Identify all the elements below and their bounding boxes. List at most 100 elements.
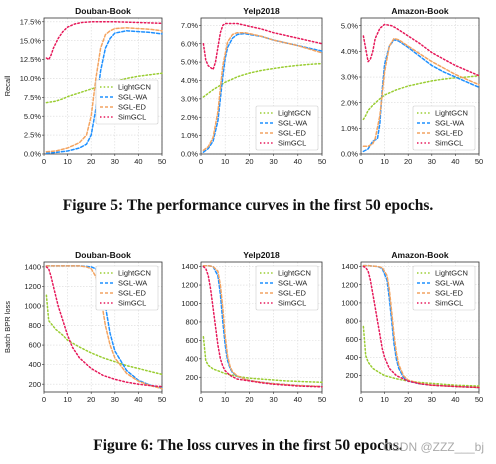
series-line-lightgcn [362,325,480,387]
legend-label-simgcl: SimGCL [118,299,146,308]
plot-frame [43,17,163,155]
y-tick-label: 1000 [181,299,198,308]
x-tick-label: 10 [221,395,229,404]
y-tick-label: 7.0% [181,21,198,30]
y-tick-label: 200 [28,380,41,389]
legend-label-sgl-wa: SGL-WA [278,279,307,288]
series-line-sgl-wa [202,264,323,388]
x-tick-label: 10 [380,157,388,166]
legend-label-lightgcn: LightGCN [118,83,151,92]
legend-box [255,265,319,311]
y-tick-label: 1000 [341,299,358,308]
legend-label-simgcl: SimGCL [118,113,146,122]
y-tick-label: 10.0% [20,74,42,83]
chart-title: Amazon-Book [391,6,448,16]
y-tick-label: 200 [345,371,358,380]
x-tick-label: 20 [404,395,412,404]
legend-label-sgl-wa: SGL-WA [118,279,147,288]
x-tick-label: 0 [42,157,46,166]
chart-panel-2: 0 10 20 30 40 50 0.0% 1.0% 2.0% 3.0% 4.0% 5.0% 6.0% 7… [181,6,326,166]
legend-label-simgcl: SimGCL [278,139,306,148]
y-tick-label: 0.0% [181,150,198,159]
chart-panel-1: 0 10 20 30 40 50 0.0% 2.5% 5.0% 7.5% 10.0% 12.5% 15.… [3,6,166,166]
watermark: CSDN @ZZZ___bj [383,440,484,454]
x-tick-label: 30 [428,395,436,404]
y-tick-label: 400 [345,353,358,362]
x-tick-label: 50 [158,157,166,166]
y-tick-label: 1200 [24,282,41,291]
plot-frame [43,261,163,393]
x-tick-label: 30 [269,395,277,404]
series-line-simgcl [362,23,480,77]
legend-label-sgl-wa: SGL-WA [278,119,307,128]
x-tick-label: 50 [475,157,483,166]
x-tick-label: 10 [221,157,229,166]
x-tick-label: 30 [111,157,119,166]
x-tick-label: 0 [359,395,363,404]
chart-panel-6: 0 10 20 30 40 50 200 400 600 800 1000 1200 1400 Amazo… [341,250,483,404]
series-line-sgl-ed [202,264,323,388]
legend-label-sgl-ed: SGL-ED [435,129,464,138]
series-line-simgcl [45,21,163,61]
y-tick-label: 400 [28,360,41,369]
y-tick-label: 12.5% [20,55,42,64]
y-tick-label: 600 [28,341,41,350]
x-tick-label: 10 [63,157,71,166]
legend-label-sgl-ed: SGL-ED [278,289,307,298]
legend-label-sgl-wa: SGL-WA [435,279,464,288]
y-tick-label: 1400 [181,262,198,271]
series-line-lightgcn [45,294,163,376]
series-line-simgcl [45,266,163,388]
legend-label-simgcl: SimGCL [435,299,463,308]
y-tick-label: 1400 [24,262,41,271]
chart-title: Yelp2018 [243,250,280,260]
y-tick-label: 1200 [341,280,358,289]
y-tick-label: 3.0% [181,94,198,103]
series-line-simgcl [362,265,480,389]
legend-label-lightgcn: LightGCN [278,109,311,118]
series-line-lightgcn [45,72,163,104]
y-tick-label: 1.0% [181,131,198,140]
legend-label-lightgcn: LightGCN [435,269,468,278]
x-tick-label: 40 [294,395,302,404]
y-tick-label: 1000 [24,302,41,311]
x-tick-label: 40 [451,395,459,404]
x-tick-label: 10 [380,395,388,404]
y-tick-label: 0.0% [24,150,41,159]
x-tick-label: 50 [158,395,166,404]
y-tick-label: 2.5% [24,131,41,140]
x-tick-label: 20 [245,395,253,404]
y-tick-label: 5.0% [181,58,198,67]
y-tick-label: 600 [345,335,358,344]
y-tick-label: 15.0% [20,36,42,45]
y-tick-label: 1400 [341,262,358,271]
legend-label-lightgcn: LightGCN [118,269,151,278]
x-tick-label: 0 [199,395,203,404]
y-tick-label: 400 [185,354,198,363]
series-line-sgl-ed [202,31,323,152]
x-tick-label: 20 [245,157,253,166]
series-line-lightgcn [202,335,323,384]
x-tick-label: 0 [199,157,203,166]
x-tick-label: 50 [475,395,483,404]
series-line-sgl-wa [45,30,163,154]
y-tick-label: 4.0% [181,76,198,85]
y-tick-label: 17.5% [20,17,42,26]
legend-box [95,265,159,311]
x-tick-label: 20 [87,157,95,166]
x-tick-label: 40 [134,157,142,166]
y-tick-label: 4.0% [341,47,358,56]
figure-5-caption: Figure 5: The performance curves in the … [62,197,434,214]
legend-label-sgl-wa: SGL-WA [435,119,464,128]
x-tick-label: 30 [428,157,436,166]
chart-title: Yelp2018 [243,6,280,16]
x-tick-label: 0 [42,395,46,404]
x-tick-label: 20 [87,395,95,404]
chart-panel-5: 0 10 20 30 40 50 200 400 600 800 1000 1200 1400 Yelp2… [181,250,326,404]
